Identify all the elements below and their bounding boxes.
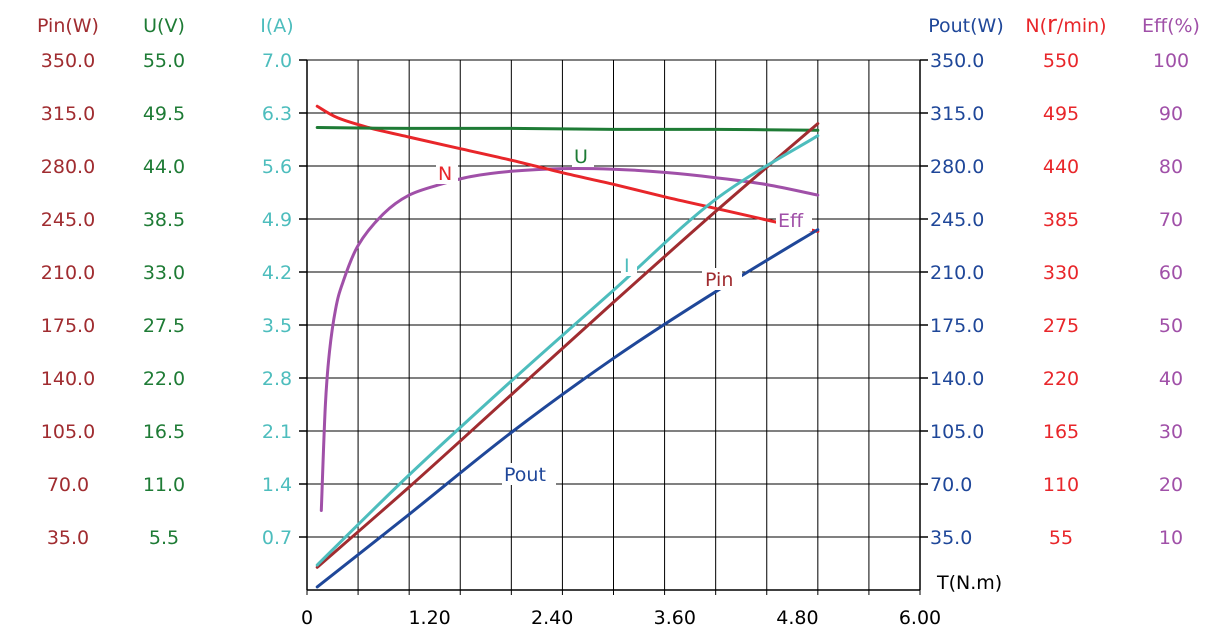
- eff-tick-label: 20: [1159, 474, 1183, 496]
- pout-tick-label: 105.0: [930, 421, 984, 443]
- pin-tick-label: 70.0: [47, 474, 89, 496]
- x-tick-label: 4.80: [776, 607, 818, 628]
- label-bg-i: [621, 254, 637, 276]
- series-line-eff: [319, 166, 820, 512]
- i-tick-label: 3.5: [262, 315, 292, 337]
- n-tick-label: 220: [1043, 368, 1079, 390]
- x-tick-label: 1.20: [408, 607, 450, 628]
- eff-tick-label: 30: [1159, 421, 1183, 443]
- i-tick-label: 4.9: [262, 209, 292, 231]
- x-tick-label: 3.60: [654, 607, 696, 628]
- n-tick-label: 275: [1043, 315, 1079, 337]
- pin-tick-label: 350.0: [41, 50, 95, 72]
- series-line-pin: [315, 122, 820, 569]
- eff-tick-label: 40: [1159, 368, 1183, 390]
- i-tick-label: 1.4: [262, 474, 292, 496]
- u-tick-label: 49.5: [143, 103, 185, 125]
- pin-tick-label: 35.0: [47, 527, 89, 549]
- pout-tick-label: 175.0: [930, 315, 984, 337]
- series-label-i: I: [624, 255, 630, 277]
- n-axis-title-prefix: N(: [1025, 15, 1047, 37]
- series-label-pin: Pin: [705, 269, 733, 291]
- i-tick-label: 5.6: [262, 156, 292, 178]
- i-axis-title: I(A): [260, 15, 293, 37]
- i-tick-label: 4.2: [262, 262, 292, 284]
- n-tick-label: 440: [1043, 156, 1079, 178]
- u-tick-label: 16.5: [143, 421, 185, 443]
- series-label-eff: Eff: [778, 210, 804, 232]
- axis-labels: Pin(W) U(V) I(A) Pout(W) N(r/min) Eff(%)…: [37, 10, 1200, 594]
- pin-tick-label: 210.0: [41, 262, 95, 284]
- series-labels: U N I Pin Pout Eff: [436, 145, 812, 486]
- x-tick-label: 0: [301, 607, 313, 628]
- eff-axis-title: Eff(%): [1142, 15, 1200, 37]
- pout-tick-label: 280.0: [930, 156, 984, 178]
- u-tick-label: 55.0: [143, 50, 185, 72]
- n-tick-label: 110: [1043, 474, 1079, 496]
- pout-tick-label: 35.0: [930, 527, 972, 549]
- n-tick-label: 550: [1043, 50, 1079, 72]
- n-tick-label: 55: [1049, 527, 1073, 549]
- eff-tick-label: 100: [1153, 50, 1189, 72]
- series-line-pout: [315, 228, 820, 589]
- i-tick-label: 6.3: [262, 103, 292, 125]
- x-tick-label: 6.00: [899, 607, 941, 628]
- pout-tick-label: 70.0: [930, 474, 972, 496]
- u-tick-label: 33.0: [143, 262, 185, 284]
- pin-tick-label: 245.0: [41, 209, 95, 231]
- eff-tick-label: 90: [1159, 103, 1183, 125]
- u-tick-label: 5.5: [149, 527, 179, 549]
- eff-tick-label: 50: [1159, 315, 1183, 337]
- u-tick-label: 27.5: [143, 315, 185, 337]
- pin-tick-label: 175.0: [41, 315, 95, 337]
- label-bg-eff: [776, 209, 812, 231]
- label-bg-u: [572, 145, 594, 167]
- label-bg-pout: [502, 463, 556, 485]
- i-tick-label: 0.7: [262, 527, 292, 549]
- eff-tick-label: 80: [1159, 156, 1183, 178]
- i-tick-label: 7.0: [262, 50, 292, 72]
- pout-tick-label: 140.0: [930, 368, 984, 390]
- i-tick-label: 2.8: [262, 368, 292, 390]
- pin-tick-label: 315.0: [41, 103, 95, 125]
- n-axis-title-suffix: /min): [1057, 15, 1107, 37]
- eff-tick-label: 60: [1159, 262, 1183, 284]
- u-tick-label: 38.5: [143, 209, 185, 231]
- x-tick-label: 2.40: [531, 607, 573, 628]
- pout-tick-label: 245.0: [930, 209, 984, 231]
- pin-axis-title: Pin(W): [37, 15, 99, 37]
- pout-tick-label: 210.0: [930, 262, 984, 284]
- series-line-i: [315, 134, 820, 567]
- eff-tick-label: 10: [1159, 527, 1183, 549]
- pin-tick-label: 105.0: [41, 421, 95, 443]
- i-tick-label: 2.1: [262, 421, 292, 443]
- n-tick-label: 330: [1043, 262, 1079, 284]
- label-bg-n: [436, 162, 458, 184]
- chart-grid: [299, 59, 928, 595]
- label-bg-pin: [702, 268, 742, 290]
- n-axis-title-r: r: [1047, 10, 1057, 38]
- series-line-u: [315, 125, 820, 132]
- pin-tick-label: 280.0: [41, 156, 95, 178]
- series-label-pout: Pout: [504, 464, 546, 486]
- pout-tick-label: 315.0: [930, 103, 984, 125]
- series-label-n: N: [438, 163, 452, 185]
- n-tick-label: 495: [1043, 103, 1079, 125]
- tick-labels: 350.0 315.0 280.0 245.0 210.0 175.0 140.0 105.0…: [41, 50, 1189, 628]
- u-tick-label: 11.0: [143, 474, 185, 496]
- chart-curves: [315, 104, 820, 589]
- pin-tick-label: 140.0: [41, 368, 95, 390]
- x-axis-title: T(N.m): [936, 572, 1002, 594]
- n-tick-label: 165: [1043, 421, 1079, 443]
- n-tick-label: 385: [1043, 209, 1079, 231]
- u-tick-label: 22.0: [143, 368, 185, 390]
- pout-tick-label: 350.0: [930, 50, 984, 72]
- series-label-u: U: [574, 146, 588, 168]
- u-axis-title: U(V): [143, 15, 185, 37]
- pout-axis-title: Pout(W): [928, 15, 1004, 37]
- u-tick-label: 44.0: [143, 156, 185, 178]
- n-axis-title: N(r/min): [1025, 10, 1106, 38]
- eff-tick-label: 70: [1159, 209, 1183, 231]
